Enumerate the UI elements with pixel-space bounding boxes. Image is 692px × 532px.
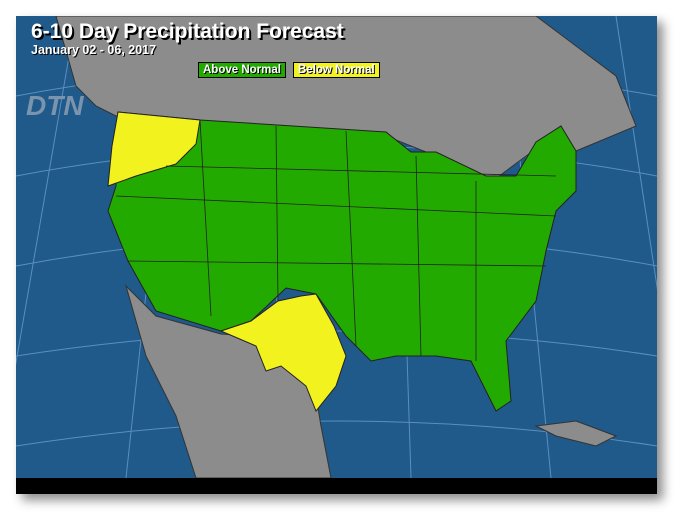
state-borders xyxy=(115,119,557,361)
legend-below-normal: Below Normal xyxy=(293,62,380,78)
map-graphic xyxy=(16,16,657,478)
forecast-map-frame: 6-10 Day Precipitation Forecast January … xyxy=(16,16,657,494)
legend-above-normal: Above Normal xyxy=(198,62,286,78)
mexico-land xyxy=(124,284,332,478)
us-below-normal-texas-region xyxy=(219,293,347,412)
precipitation-map: 6-10 Day Precipitation Forecast January … xyxy=(16,16,657,478)
canada-land xyxy=(55,16,637,187)
date-range: January 02 - 06, 2017 xyxy=(31,43,157,57)
cuba-land xyxy=(534,420,618,447)
us-below-normal-nw-region xyxy=(107,111,201,187)
map-title: 6-10 Day Precipitation Forecast xyxy=(31,20,344,43)
dtn-logo: DTN xyxy=(26,90,84,121)
